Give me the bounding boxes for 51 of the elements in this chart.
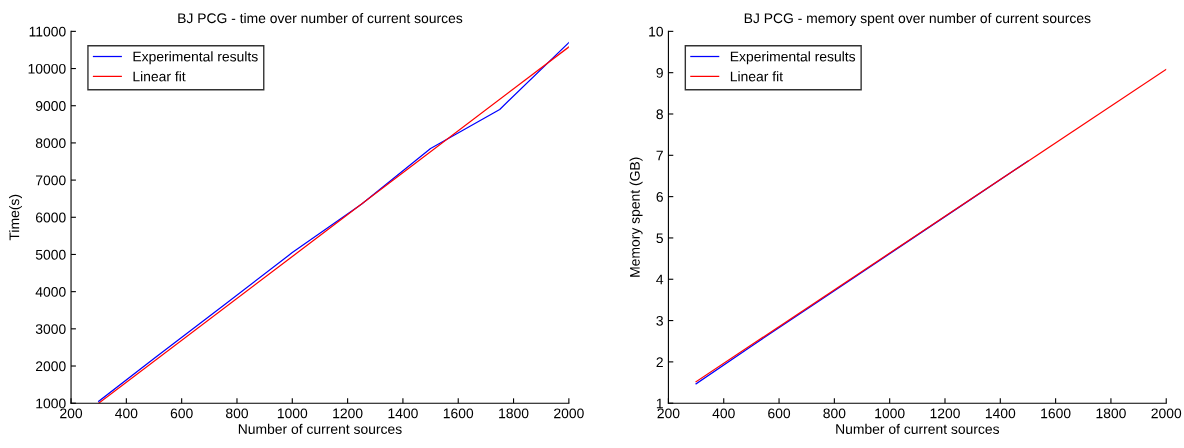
x-tick-label: 200 xyxy=(60,408,83,419)
y-tick-label: 3 xyxy=(656,315,663,326)
y-tick-label: 9000 xyxy=(35,101,66,111)
chart-title: BJ PCG - time over number of current sources xyxy=(178,12,463,24)
x-tick-label: 400 xyxy=(115,408,138,419)
x-tick-label: 800 xyxy=(823,408,846,419)
y-tick-label: 6 xyxy=(656,191,663,202)
chart-title: BJ PCG - memory spent over number of current sources xyxy=(744,12,1091,26)
y-tick-label: 11000 xyxy=(29,26,66,37)
y-tick-label: 6000 xyxy=(35,212,66,223)
y-tick-label: 4000 xyxy=(35,286,66,297)
y-tick-label: 7000 xyxy=(36,175,66,186)
y-tick-label: 1000 xyxy=(36,398,66,409)
x-tick-label: 1600 xyxy=(1041,408,1071,419)
x-tick-label: 800 xyxy=(226,408,249,419)
x-tick-label: 600 xyxy=(170,408,193,419)
x-tick-label: 1600 xyxy=(443,408,474,419)
legend-label: Experimental results xyxy=(730,51,856,65)
x-tick-label: 1800 xyxy=(499,408,529,419)
y-tick-label: 3000 xyxy=(35,324,66,334)
x-tick-label: 1200 xyxy=(930,408,960,419)
x-tick-label: 2000 xyxy=(1151,408,1182,419)
x-tick-label: 1200 xyxy=(333,408,363,419)
x-tick-label: 1000 xyxy=(875,408,905,419)
y-tick-label: 1 xyxy=(656,398,663,409)
y-tick-label: 10 xyxy=(649,26,664,37)
y-tick-label: 7 xyxy=(656,150,663,161)
legend-label: Experimental results xyxy=(133,51,258,65)
y-tick-label: 8000 xyxy=(35,138,66,149)
x-axis-title: Number of current sources xyxy=(238,423,402,434)
y-axis-title: Memory spent (GB) xyxy=(629,157,643,277)
x-tick-label: 400 xyxy=(712,408,735,419)
y-tick-label: 2000 xyxy=(35,361,66,372)
x-tick-label: 600 xyxy=(768,408,791,419)
legend-label: Linear fit xyxy=(730,71,783,82)
y-tick-label: 2 xyxy=(656,357,663,367)
y-tick-label: 10000 xyxy=(28,63,66,74)
x-tick-label: 1000 xyxy=(277,408,308,419)
y-axis-title: Time(s) xyxy=(9,194,22,241)
y-tick-label: 8 xyxy=(656,109,663,120)
x-tick-label: 1400 xyxy=(985,408,1016,419)
x-tick-label: 200 xyxy=(657,408,680,419)
x-tick-label: 2000 xyxy=(554,408,584,419)
x-tick-label: 1400 xyxy=(388,408,418,419)
x-tick-label: 1800 xyxy=(1096,408,1126,419)
x-axis-title: Number of current sources xyxy=(836,423,1000,434)
y-tick-label: 9 xyxy=(656,68,663,78)
y-tick-label: 4 xyxy=(656,274,664,285)
legend-label: Linear fit xyxy=(133,71,186,82)
y-tick-label: 5000 xyxy=(35,249,66,260)
y-tick-label: 5 xyxy=(656,233,663,244)
